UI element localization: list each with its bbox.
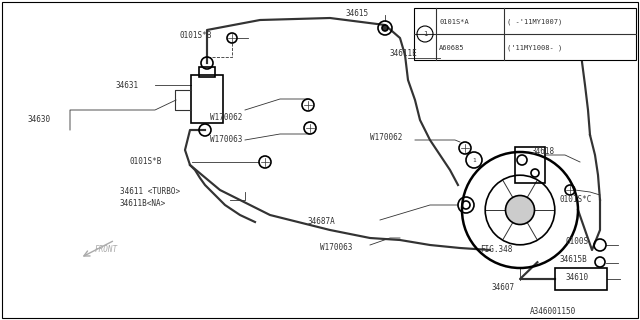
Text: 1: 1 xyxy=(472,157,476,163)
Bar xyxy=(199,67,215,77)
Text: 0101S*A: 0101S*A xyxy=(439,19,468,25)
Text: 34615B: 34615B xyxy=(560,255,588,265)
Text: FRONT: FRONT xyxy=(95,245,118,254)
Bar xyxy=(555,268,607,290)
Text: ( -'11MY1007): ( -'11MY1007) xyxy=(507,19,563,25)
Text: 34631: 34631 xyxy=(115,81,138,90)
Text: 34611B<NA>: 34611B<NA> xyxy=(120,199,166,209)
Text: W170063: W170063 xyxy=(210,135,243,145)
Text: 0100S: 0100S xyxy=(565,237,588,246)
Circle shape xyxy=(382,25,388,31)
Text: A60685: A60685 xyxy=(439,45,465,51)
Text: A346001150: A346001150 xyxy=(530,308,576,316)
Text: W170062: W170062 xyxy=(210,114,243,123)
Text: 34610: 34610 xyxy=(565,274,588,283)
Text: 34687A: 34687A xyxy=(308,218,336,227)
Text: 34618: 34618 xyxy=(532,148,555,156)
Text: 0101S*B: 0101S*B xyxy=(180,30,212,39)
Text: 34611E: 34611E xyxy=(390,49,418,58)
Bar xyxy=(515,147,545,183)
Text: FIG.348: FIG.348 xyxy=(480,245,513,254)
Circle shape xyxy=(506,196,534,225)
Bar xyxy=(191,75,223,123)
Text: 1: 1 xyxy=(423,31,427,37)
Text: 34607: 34607 xyxy=(492,284,515,292)
Text: 0101S*B: 0101S*B xyxy=(130,157,163,166)
Text: W170063: W170063 xyxy=(320,244,353,252)
Text: 0101S*C: 0101S*C xyxy=(560,196,593,204)
Text: W170062: W170062 xyxy=(370,133,403,142)
Text: ('11MY1008- ): ('11MY1008- ) xyxy=(507,45,563,51)
Text: 34615: 34615 xyxy=(346,9,369,18)
Bar xyxy=(414,8,636,60)
Text: 34630: 34630 xyxy=(28,116,51,124)
Text: 34611 <TURBO>: 34611 <TURBO> xyxy=(120,188,180,196)
